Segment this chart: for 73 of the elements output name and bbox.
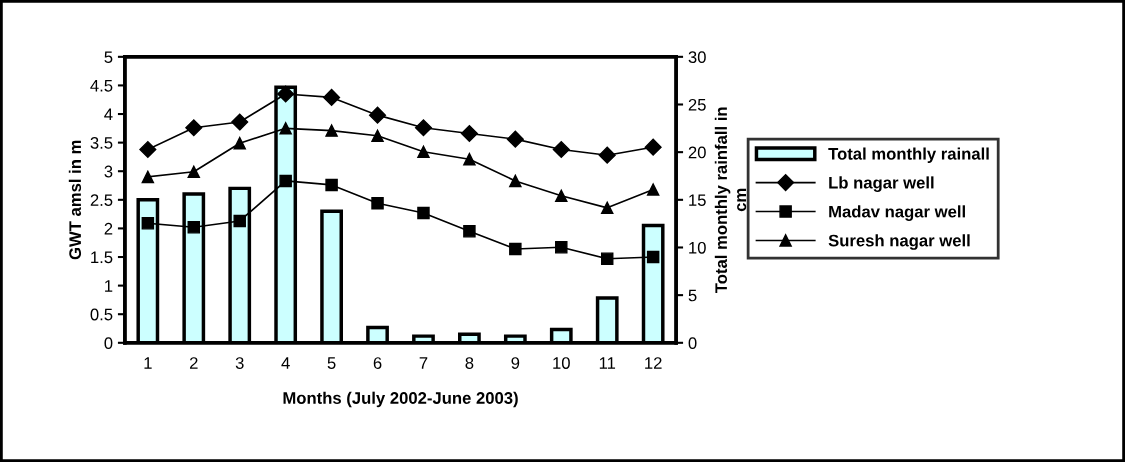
y2-tick-label: 15 [689, 194, 706, 207]
x-tick-label: 6 [373, 357, 382, 369]
point [141, 217, 155, 230]
point [646, 250, 660, 264]
point [414, 119, 433, 137]
point [646, 183, 660, 196]
point [279, 174, 292, 188]
point [141, 170, 155, 184]
point [187, 221, 201, 234]
point [506, 130, 524, 148]
x-tick-label: 12 [645, 357, 662, 369]
legend-label: Suresh nagar well [828, 234, 970, 250]
x-tick-label: 7 [419, 357, 428, 369]
x-tick-label: 5 [327, 357, 336, 369]
point [233, 136, 246, 150]
point [277, 85, 295, 103]
x-tick-label: 1 [144, 357, 152, 369]
x-tick-label: 3 [235, 357, 244, 369]
y-tick-label: 5 [104, 51, 113, 64]
point [552, 140, 570, 159]
point [417, 145, 430, 159]
point [463, 152, 476, 166]
y-tick-label: 0 [104, 337, 113, 350]
point [368, 106, 387, 124]
y2-tick-label: 20 [688, 146, 706, 159]
point [231, 113, 249, 131]
point [600, 201, 614, 215]
legend-label: Total monthly rainall [828, 147, 989, 164]
x-tick-label: 2 [189, 357, 198, 369]
y-tick-label: 2.5 [90, 194, 113, 207]
y-tick-label: 3.5 [90, 137, 113, 149]
point [555, 189, 568, 203]
y-tick-label: 4 [104, 108, 113, 121]
y-tick-label: 4.5 [90, 80, 113, 92]
point [279, 122, 292, 135]
y2-tick-label: 30 [688, 51, 706, 64]
y2-axis-title: Total monthly rainfall in cm [714, 107, 747, 293]
point [185, 119, 203, 137]
point [600, 252, 614, 265]
x-tick-label: 10 [553, 357, 570, 369]
y-tick-label: 3 [104, 165, 113, 178]
x-tick-label: 4 [281, 357, 290, 369]
point [460, 124, 478, 143]
y2-tick-label: 5 [688, 289, 697, 302]
x-tick-label: 9 [511, 357, 520, 369]
x-tick-label: 8 [465, 357, 474, 369]
point [187, 165, 201, 179]
point [233, 214, 246, 228]
point [598, 146, 616, 164]
point [644, 138, 662, 156]
x-axis-title: Months (July 2002-June 2003) [283, 391, 518, 408]
point [325, 178, 338, 192]
point [417, 206, 430, 220]
y2-tick-label: 10 [689, 241, 706, 254]
point [323, 88, 341, 106]
point [371, 196, 384, 210]
legend-label: Lb nagar well [829, 176, 934, 192]
y-axis-title: GWT amsl in m [68, 140, 82, 260]
point [555, 241, 568, 254]
point [371, 129, 384, 143]
point [325, 124, 338, 137]
point [139, 140, 157, 159]
point [463, 225, 476, 238]
point [509, 242, 522, 256]
legend-label: Madav nagar well [829, 205, 965, 221]
y2-tick-label: 0 [688, 337, 697, 350]
y-tick-label: 1.5 [91, 251, 113, 264]
x-tick-label: 11 [599, 357, 616, 369]
y2-tick-label: 25 [688, 98, 706, 111]
y-tick-label: 1 [105, 280, 113, 292]
y-tick-label: 2 [104, 222, 113, 235]
y-tick-label: 0.5 [90, 308, 113, 321]
point [509, 174, 522, 188]
